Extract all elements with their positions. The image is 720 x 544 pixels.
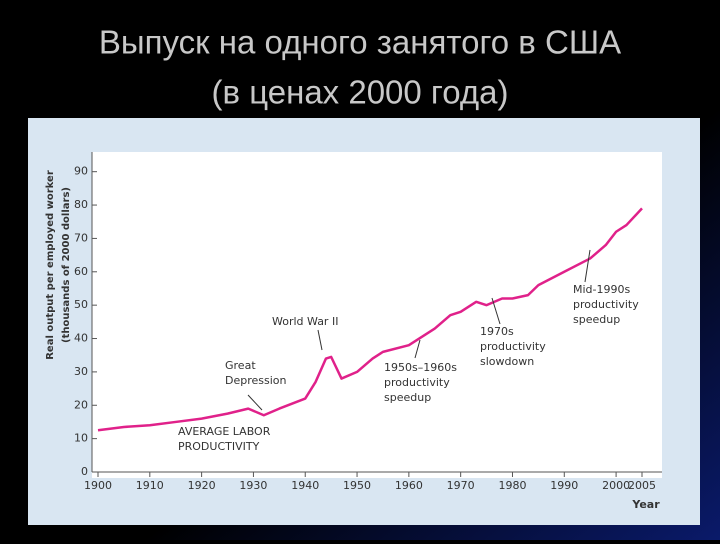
data-line [97, 207, 643, 432]
y-tick-label: 40 [74, 332, 88, 345]
annotation: 1950s–1960s [384, 361, 457, 374]
x-tick-label: 2000 [602, 479, 630, 492]
y-tick-label: 60 [74, 265, 88, 278]
x-tick-label: 1920 [188, 479, 216, 492]
y-tick-label: 70 [74, 231, 88, 244]
y-tick-label: 30 [74, 365, 88, 378]
annotation-leader [491, 297, 501, 325]
annotation-leader [584, 249, 591, 283]
x-axis-label: Year [631, 498, 660, 511]
annotation-leader [317, 329, 323, 351]
y-tick-label: 10 [74, 432, 88, 445]
annotation-leader [414, 339, 421, 359]
annotation: speedup [384, 391, 431, 404]
annotation: Great [225, 359, 256, 372]
annotation: Mid-1990s [573, 283, 630, 296]
annotation-leader [247, 394, 263, 411]
x-tick-label: 1970 [447, 479, 475, 492]
plot-area [92, 152, 662, 478]
annotation: slowdown [480, 355, 534, 368]
y-tick-label: 80 [74, 198, 88, 211]
annotation: PRODUCTIVITY [178, 440, 260, 453]
annotation: Depression [225, 374, 287, 387]
y-axis-label: Real output per employed worker [45, 170, 56, 360]
x-tick-label: 1980 [498, 479, 526, 492]
x-tick-label: 1900 [84, 479, 112, 492]
x-tick-label: 1910 [136, 479, 164, 492]
annotation: speedup [573, 313, 620, 326]
slide-title: (в ценах 2000 года) [212, 74, 509, 111]
annotation: productivity [384, 376, 450, 389]
annotation: 1970s [480, 325, 514, 338]
y-tick-label: 90 [74, 165, 88, 178]
x-tick-label: 1940 [291, 479, 319, 492]
x-tick-label: 1950 [343, 479, 371, 492]
x-tick-label: 1960 [395, 479, 423, 492]
slide-title: Выпуск на одного занятого в США [99, 24, 621, 61]
annotation: AVERAGE LABOR [178, 425, 271, 438]
y-tick-label: 20 [74, 398, 88, 411]
annotation: productivity [480, 340, 546, 353]
y-tick-label: 50 [74, 298, 88, 311]
x-tick-label: 1930 [239, 479, 267, 492]
annotation: productivity [573, 298, 639, 311]
annotation: World War II [272, 315, 338, 328]
x-tick-label: 1990 [550, 479, 578, 492]
y-tick-label: 0 [81, 465, 88, 478]
x-tick-label: 2005 [628, 479, 656, 492]
y-axis-label: (thousands of 2000 dollars) [61, 187, 72, 343]
